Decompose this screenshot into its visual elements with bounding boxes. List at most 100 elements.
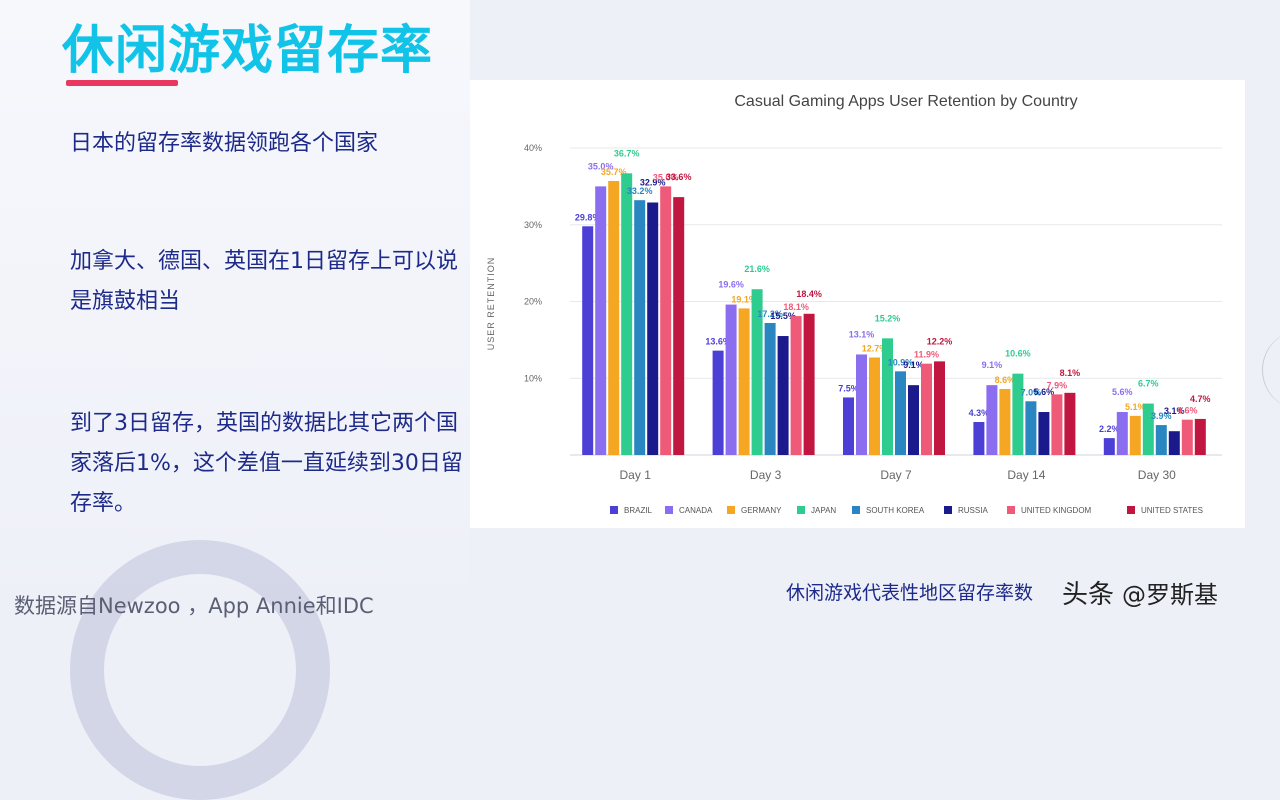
data-label: 7.5% [838,383,859,393]
data-label: 10.6% [1005,349,1031,359]
retention-bar-chart: Casual Gaming Apps User Retention by Cou… [486,93,1222,515]
title-underline [66,80,178,86]
data-label: 8.1% [1060,368,1081,378]
chart-title: Casual Gaming Apps User Retention by Cou… [734,93,1077,110]
legend-label: SOUTH KOREA [866,506,925,515]
bar [751,289,763,455]
bar [764,322,776,455]
legend-swatch [1127,506,1135,514]
side-decoration [1262,330,1280,410]
bar [1155,425,1167,455]
data-label: 13.1% [849,329,875,339]
x-tick-label: Day 30 [1138,468,1176,482]
bar [986,385,998,455]
data-label: 12.7% [862,344,888,354]
data-label: 35.0% [653,172,679,182]
bar [1194,418,1206,455]
bar [1168,431,1180,455]
x-tick-label: Day 14 [1007,468,1045,482]
bar [882,338,893,455]
bar [1103,438,1115,455]
legend-swatch [944,506,952,514]
data-label: 5.6% [1034,387,1055,397]
data-label: 33.6% [666,172,692,182]
data-label: 17.2% [757,309,783,319]
bar [790,316,802,455]
data-label: 36.7% [614,148,640,158]
data-label: 12.2% [927,336,953,346]
data-label: 32.9% [640,177,666,187]
data-label: 5.1% [1125,402,1146,412]
legend-label: JAPAN [811,506,836,515]
data-label: 8.6% [995,375,1016,385]
data-label: 35.7% [601,167,627,177]
data-label: 7.9% [1047,380,1068,390]
bar [934,361,945,455]
y-axis-label: USER RETENTION [486,257,496,351]
legend-label: UNITED STATES [1141,506,1203,515]
legend-label: CANADA [679,506,713,515]
bar [1051,394,1063,455]
data-label: 4.3% [969,408,990,418]
legend-label: UNITED KINGDOM [1021,506,1092,515]
bar [1038,412,1050,455]
bar [621,173,633,455]
bar [647,202,659,455]
bar [921,363,932,455]
bar [856,354,867,455]
bar [895,371,906,455]
data-label: 21.6% [744,264,770,274]
bullet-2: 加拿大、德国、英国在1日留存上可以说是旗鼓相当 [70,249,458,314]
chart-panel: Casual Gaming Apps User Retention by Cou… [470,80,1245,528]
data-label: 33.2% [627,186,653,196]
bar [1064,392,1076,455]
bar [1142,403,1154,455]
data-label: 18.1% [783,302,809,312]
data-label: 9.1% [982,360,1003,370]
bullet-3: 到了3日留存，英国的数据比其它两个国家落后1%，这个差值一直延续到30日留存率。 [70,411,463,516]
bar [869,357,880,455]
bar [1181,419,1193,455]
bar [634,200,646,455]
y-tick-label: 30% [524,220,542,230]
legend-swatch [727,506,735,514]
y-tick-label: 20% [524,297,542,307]
bar [999,388,1011,455]
data-label: 15.5% [770,311,796,321]
bar [712,350,724,455]
bar [843,397,854,455]
bar [1116,412,1128,455]
x-tick-label: Day 1 [620,468,652,482]
bullet-1: 日本的留存率数据领跑各个国家 [70,131,379,156]
data-label: 5.6% [1112,387,1133,397]
data-label: 19.1% [731,294,757,304]
bar [777,336,789,455]
data-label: 29.8% [575,212,601,222]
data-label: 11.9% [914,350,939,360]
data-label: 2.2% [1099,424,1120,434]
bar [660,186,672,455]
data-label: 3.1% [1164,406,1185,416]
bar [803,313,815,455]
bar [738,308,750,455]
data-label: 13.6% [705,337,731,347]
data-label: 6.7% [1138,379,1159,389]
legend-swatch [797,506,805,514]
decorative-arc [70,540,330,800]
bar [973,421,985,455]
watermark-handle: @罗斯基 [1122,581,1219,609]
legend-swatch [610,506,618,514]
legend-label: BRAZIL [624,506,653,515]
legend-swatch [665,506,673,514]
bar [1129,415,1141,455]
legend-label: GERMANY [741,506,782,515]
watermark-brand: 头条 [1062,580,1115,610]
bar [582,226,594,455]
bar [908,385,919,455]
data-label: 3.9% [1151,411,1172,421]
legend-swatch [1007,506,1015,514]
legend-swatch [852,506,860,514]
data-label: 9.1% [903,360,924,370]
data-label: 19.6% [718,280,744,290]
x-tick-label: Day 3 [750,468,782,482]
